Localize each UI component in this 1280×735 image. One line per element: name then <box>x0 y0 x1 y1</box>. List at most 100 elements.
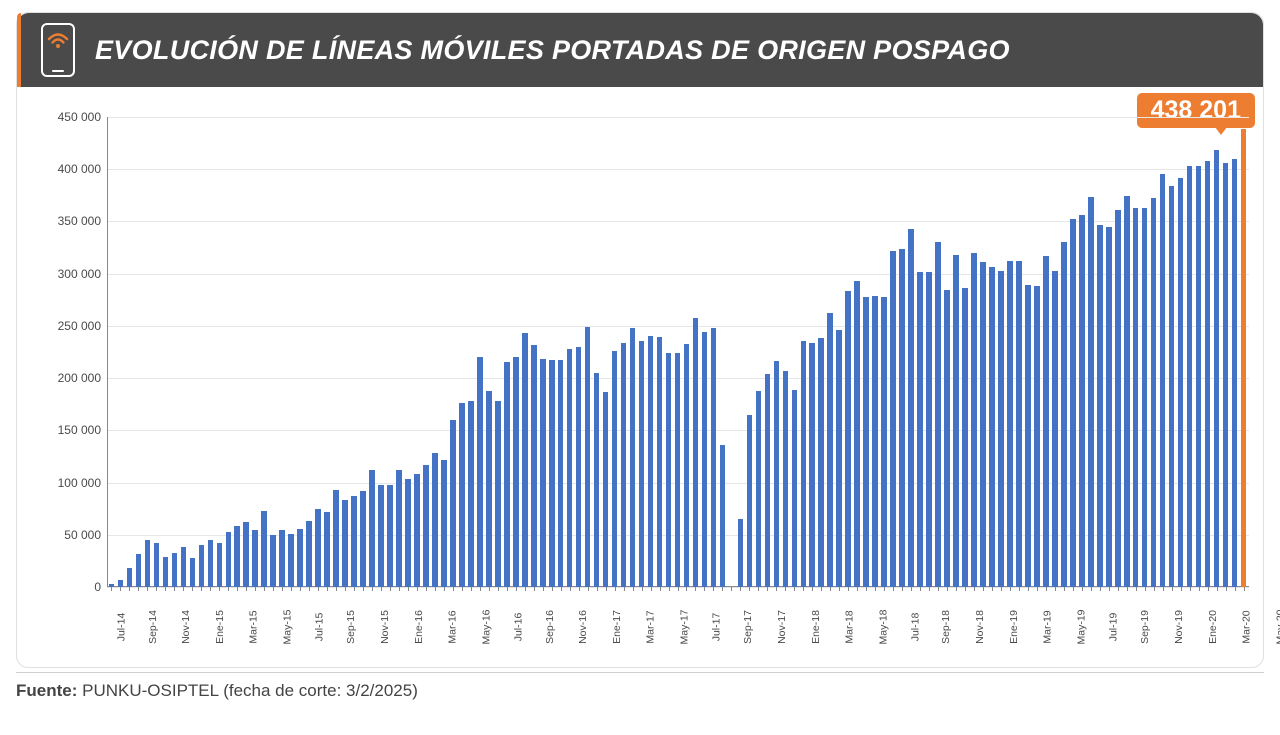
bar-slot <box>619 117 628 587</box>
bar <box>657 337 663 587</box>
bar-slot <box>996 117 1005 587</box>
bar-slot <box>439 117 448 587</box>
bar-slot <box>574 117 583 587</box>
bar <box>261 511 267 587</box>
bar-slot <box>952 117 961 587</box>
bar-slot <box>179 117 188 587</box>
bar-slot <box>637 117 646 587</box>
bar-slot <box>260 117 269 587</box>
bar <box>145 540 151 587</box>
x-tick-label: May-19 <box>1064 587 1099 663</box>
x-tick-label: Sep-18 <box>929 587 963 663</box>
x-tick-label: Sep-19 <box>1128 587 1162 663</box>
bar <box>890 251 896 587</box>
bar <box>720 445 726 587</box>
bar <box>1133 208 1139 587</box>
bar <box>899 249 905 587</box>
bar <box>199 545 205 587</box>
bar-slot <box>368 117 377 587</box>
bar-slot <box>1023 117 1032 587</box>
bar <box>935 242 941 587</box>
bar-slot <box>916 117 925 587</box>
bar <box>378 485 384 587</box>
bar-slot <box>403 117 412 587</box>
bar-slot <box>278 117 287 587</box>
bar-slot <box>817 117 826 587</box>
bar <box>405 479 411 587</box>
bar <box>872 296 878 587</box>
bar <box>540 359 546 587</box>
bar <box>333 490 339 587</box>
bar-slot <box>251 117 260 587</box>
bar <box>163 557 169 587</box>
bar <box>531 345 537 587</box>
bar <box>306 521 312 587</box>
bar-slot <box>206 117 215 587</box>
bar-slot <box>1203 117 1212 587</box>
bar <box>630 328 636 587</box>
bar-slot <box>889 117 898 587</box>
bar <box>522 333 528 587</box>
bar-slot <box>161 117 170 587</box>
bar-slot <box>835 117 844 587</box>
bar-slot <box>152 117 161 587</box>
bar <box>576 347 582 587</box>
bar-slot <box>1068 117 1077 587</box>
bar <box>1016 261 1022 587</box>
bar-slot <box>943 117 952 587</box>
bar <box>962 288 968 587</box>
x-tick-label: Sep-17 <box>731 587 765 663</box>
bar-slot <box>215 117 224 587</box>
bar-slot <box>1158 117 1167 587</box>
bar-slot <box>1086 117 1095 587</box>
bar-slot <box>799 117 808 587</box>
bar <box>998 271 1004 587</box>
bar <box>226 532 232 587</box>
bar <box>172 553 178 587</box>
bar-slot <box>691 117 700 587</box>
bar <box>585 327 591 587</box>
bar-slot <box>475 117 484 587</box>
x-tick-label: Nov-14 <box>169 587 203 663</box>
bar <box>648 336 654 587</box>
y-tick-label: 200 000 <box>58 371 101 385</box>
bar <box>953 255 959 587</box>
bar <box>1034 286 1040 587</box>
bar <box>118 580 124 587</box>
bar <box>612 351 618 587</box>
bar-slot <box>664 117 673 587</box>
y-tick-label: 0 <box>94 580 101 594</box>
x-tick-label: Ene-16 <box>402 587 436 663</box>
bar-slot <box>314 117 323 587</box>
bar-slot <box>862 117 871 587</box>
bar-slot <box>341 117 350 587</box>
x-tick-label: Mar-17 <box>634 587 667 663</box>
bar <box>801 341 807 587</box>
bar-slot <box>718 117 727 587</box>
bar <box>666 353 672 587</box>
bar-slot <box>655 117 664 587</box>
bar-slot <box>1212 117 1221 587</box>
bar-slot <box>754 117 763 587</box>
bar <box>1043 256 1049 587</box>
bar-slot <box>332 117 341 587</box>
bar <box>908 229 914 587</box>
y-tick-label: 150 000 <box>58 423 101 437</box>
bar <box>459 403 465 587</box>
x-tick-label: Ene-18 <box>799 587 833 663</box>
x-tick-label: Jul-17 <box>702 587 731 663</box>
bar-slot <box>134 117 143 587</box>
bar <box>288 534 294 587</box>
bar-slot <box>565 117 574 587</box>
bar-slot <box>871 117 880 587</box>
chart-area: 438 201 050 000100 000150 000200 000250 … <box>17 87 1263 667</box>
bar-slot <box>269 117 278 587</box>
bar <box>190 558 196 587</box>
y-tick-label: 250 000 <box>58 319 101 333</box>
bar <box>217 543 223 587</box>
bar <box>944 290 950 587</box>
bar-slot <box>583 117 592 587</box>
bar-slot <box>287 117 296 587</box>
bar <box>863 297 869 587</box>
bar <box>567 349 573 587</box>
